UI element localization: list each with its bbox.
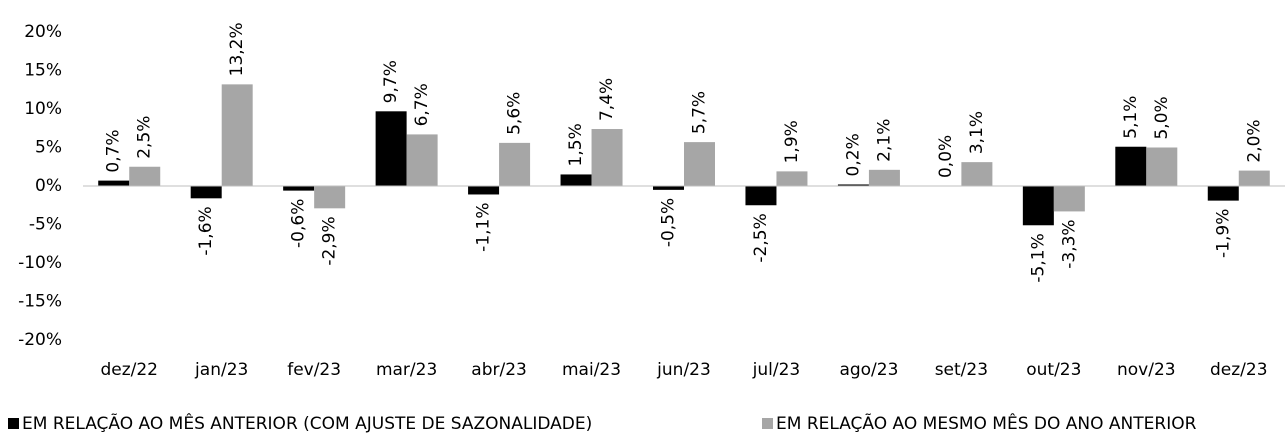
y-tick-label: 5% xyxy=(35,138,62,158)
x-tick-label: nov/23 xyxy=(1117,360,1176,380)
value-label: -5,1% xyxy=(1028,233,1048,282)
bar xyxy=(375,111,407,186)
y-tick-label: -20% xyxy=(18,330,62,350)
bar xyxy=(129,166,161,186)
bar xyxy=(1115,146,1147,186)
value-label: 5,6% xyxy=(505,92,525,135)
x-tick-label: out/23 xyxy=(1026,360,1081,380)
legend-swatch xyxy=(8,418,19,429)
y-tick-label: 15% xyxy=(24,61,62,81)
x-tick-label: jun/23 xyxy=(656,360,711,380)
bar xyxy=(314,186,346,209)
x-tick-label: dez/23 xyxy=(1210,360,1268,380)
value-label: -1,9% xyxy=(1213,209,1233,258)
bar xyxy=(684,142,715,186)
value-label: 2,1% xyxy=(874,119,894,162)
bar xyxy=(406,134,438,186)
bar xyxy=(776,171,808,186)
x-tick-label: abr/23 xyxy=(471,360,527,380)
value-label: -1,1% xyxy=(474,202,494,251)
value-label: 1,9% xyxy=(782,120,802,163)
y-tick-label: 0% xyxy=(35,176,62,196)
value-label: -0,6% xyxy=(289,199,309,248)
y-tick-label: 20% xyxy=(24,22,62,42)
value-label: 7,4% xyxy=(597,78,617,121)
bar xyxy=(868,169,900,186)
value-label: 5,1% xyxy=(1121,96,1141,139)
legend-label: EM RELAÇÃO AO MESMO MÊS DO ANO ANTERIOR xyxy=(776,412,1197,434)
value-label: -2,9% xyxy=(320,216,340,265)
value-label: 0,2% xyxy=(843,133,863,176)
bar xyxy=(560,174,592,186)
value-label: 5,7% xyxy=(690,91,710,134)
value-label: 1,5% xyxy=(566,123,586,166)
x-tick-label: mar/23 xyxy=(376,360,437,380)
x-tick-label: dez/22 xyxy=(100,360,158,380)
value-label: -3,3% xyxy=(1059,219,1079,268)
x-tick-label: jul/23 xyxy=(752,360,801,380)
value-label: 6,7% xyxy=(412,83,432,126)
bar xyxy=(221,84,253,186)
bar xyxy=(1022,186,1054,226)
value-label: 2,0% xyxy=(1244,119,1264,162)
value-label: -0,5% xyxy=(659,198,679,247)
bar xyxy=(591,129,623,186)
bar xyxy=(499,142,531,186)
value-label: 3,1% xyxy=(967,111,987,154)
value-label: -1,6% xyxy=(196,206,216,255)
y-tick-label: -5% xyxy=(29,215,62,235)
legend-swatch xyxy=(762,418,773,429)
y-tick-label: -10% xyxy=(18,253,62,273)
bar xyxy=(653,186,684,190)
y-tick-label: 10% xyxy=(24,99,62,119)
value-label: 0,0% xyxy=(936,135,956,178)
x-tick-label: jan/23 xyxy=(194,360,248,380)
value-label: 13,2% xyxy=(227,22,247,76)
bar xyxy=(283,186,315,191)
bar xyxy=(1146,147,1178,186)
bar xyxy=(1053,186,1085,212)
value-label: 9,7% xyxy=(381,60,401,103)
x-tick-label: fev/23 xyxy=(287,360,341,380)
bar xyxy=(1238,170,1270,186)
bar xyxy=(190,186,222,199)
bar xyxy=(745,186,777,206)
legend-label: EM RELAÇÃO AO MÊS ANTERIOR (COM AJUSTE D… xyxy=(22,412,592,434)
bar xyxy=(468,186,500,195)
bar xyxy=(837,184,869,186)
value-label: 5,0% xyxy=(1152,96,1172,139)
y-tick-label: -15% xyxy=(18,292,62,312)
x-tick-label: set/23 xyxy=(935,360,988,380)
x-tick-label: ago/23 xyxy=(839,360,898,380)
value-label: 0,7% xyxy=(104,129,124,172)
bar xyxy=(1207,186,1239,201)
value-label: 2,5% xyxy=(135,116,155,159)
bar xyxy=(98,180,130,186)
bar xyxy=(961,162,993,186)
value-label: -2,5% xyxy=(751,213,771,262)
x-tick-label: mai/23 xyxy=(562,360,621,380)
